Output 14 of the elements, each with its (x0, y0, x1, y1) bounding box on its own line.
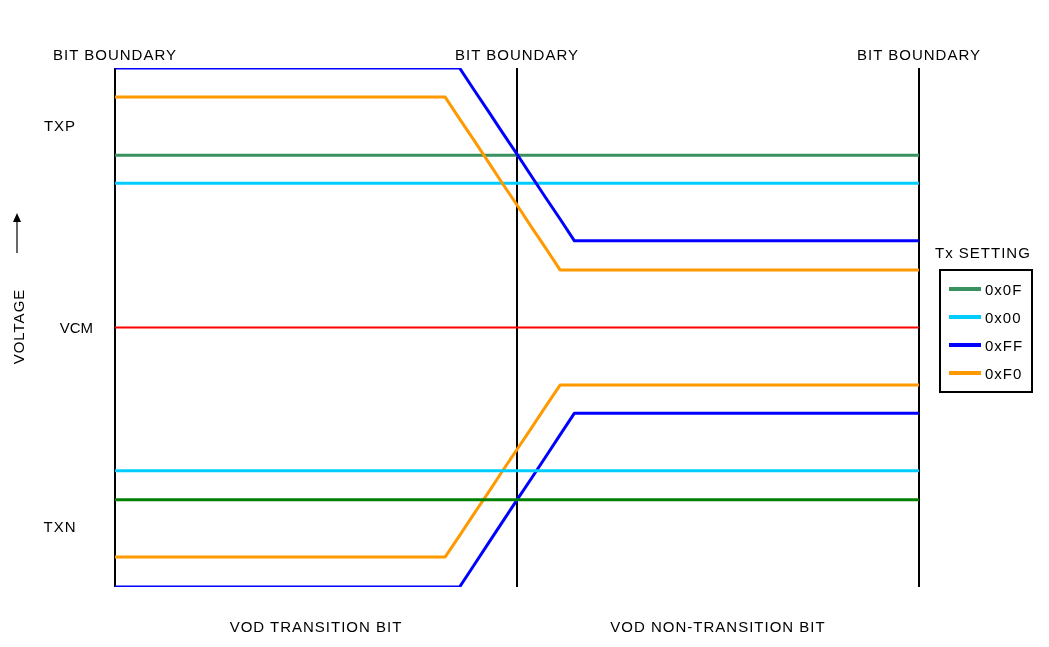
y-axis-title: VOLTAGE (9, 287, 27, 366)
text: TXP (42, 117, 78, 135)
legend-title: Tx SETTING (935, 244, 1032, 262)
x-tick-label: BIT BOUNDARY (53, 46, 177, 63)
text: TXN (42, 517, 78, 535)
text: VOD NON-TRANSITION BIT (609, 618, 827, 635)
x-tick-label: BIT BOUNDARY (857, 46, 981, 63)
text: VOD TRANSITION BIT (228, 618, 404, 635)
legend-label: 0x0F (985, 280, 1023, 298)
legend-label: 0x00 (985, 308, 1022, 326)
legend-label: 0xF0 (985, 364, 1023, 382)
x-tick-label: BIT BOUNDARY (455, 46, 579, 63)
legend-label: 0xFF (985, 336, 1024, 354)
ref-line-label: VCM (59, 318, 93, 336)
